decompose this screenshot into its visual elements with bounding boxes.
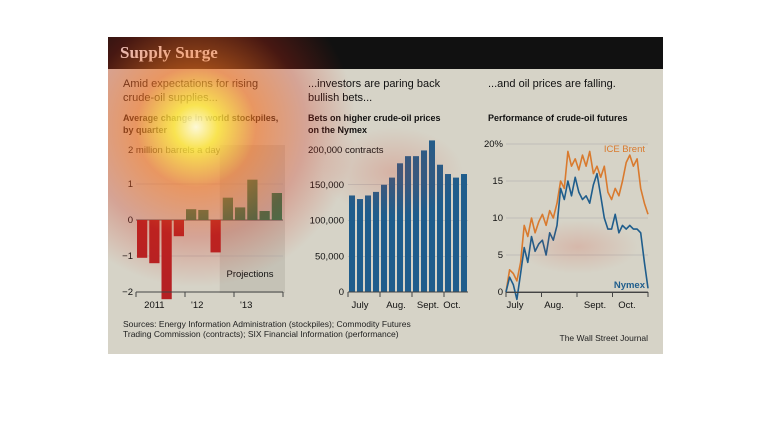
contracts-bar-7 — [397, 163, 403, 292]
footer: Sources: Energy Information Administrati… — [123, 319, 648, 343]
charts-canvas: Amid expectations for rising crude-oil su… — [122, 78, 649, 343]
y-tick-label: 0 — [498, 287, 503, 298]
panel-headline-2: bullish bets... — [308, 92, 372, 104]
x-tick-label-2: '12 — [191, 300, 203, 311]
stockpile-bar-7 — [210, 220, 221, 253]
contracts-bar-11 — [429, 140, 435, 292]
sources-line-2: Trading Commission (contracts); SIX Fina… — [123, 329, 399, 339]
y-tick-label: 50,000 — [315, 251, 344, 262]
contracts-bar-15 — [461, 174, 467, 292]
contracts-bar-4 — [373, 191, 379, 292]
x-tick-label-4: Oct. — [443, 300, 460, 311]
stockpile-bar-4 — [173, 220, 184, 237]
y-tick-label: 150,000 — [310, 180, 344, 191]
x-tick-label-3: Sept. — [584, 300, 606, 311]
y-tick-label: 20% — [484, 139, 504, 150]
stockpile-bar-12 — [271, 193, 282, 220]
panel-headline-1: Amid expectations for rising — [123, 78, 258, 90]
contracts-bar-14 — [453, 177, 459, 292]
panel-headline-1: ...and oil prices are falling. — [488, 78, 616, 90]
stockpile-bar-10 — [247, 179, 258, 220]
supply-surge-graphic: Supply Surge Amid expectations for risin… — [108, 37, 663, 354]
contracts-bar-13 — [445, 174, 451, 292]
stockpile-bar-6 — [198, 209, 209, 220]
stockpile-bar-3 — [161, 220, 172, 300]
contracts-bar-5 — [381, 184, 387, 292]
contracts-title-1: Bets on higher crude-oil prices — [308, 113, 441, 123]
y-tick-label: 5 — [498, 250, 503, 261]
legend-nymex: Nymex — [614, 280, 646, 291]
x-tick-label-2: Aug. — [386, 300, 406, 311]
stockpile-bar-5 — [186, 209, 197, 220]
x-tick-label-3: Sept. — [417, 300, 439, 311]
y-tick-label: −2 — [122, 287, 133, 298]
y-tick-label: 0 — [339, 287, 344, 298]
x-tick-label-2: Aug. — [544, 300, 564, 311]
contracts-bar-8 — [405, 156, 411, 292]
performance-title: Performance of crude-oil futures — [488, 113, 628, 123]
x-tick-label-1: 2011 — [144, 300, 164, 311]
stockpile-bar-11 — [259, 211, 270, 220]
stockpile-bar-9 — [235, 207, 246, 220]
stockpile-bar-8 — [222, 197, 233, 220]
contracts-bar-6 — [389, 177, 395, 292]
y-tick-label: 1 — [128, 179, 133, 190]
contracts-bar-3 — [365, 195, 371, 292]
stockpile-bar-2 — [149, 220, 160, 264]
x-tick-label-1: July — [507, 300, 524, 311]
contracts-bar-12 — [437, 164, 443, 292]
x-tick-label-1: July — [352, 300, 369, 311]
contracts-bar-1 — [349, 195, 355, 292]
contracts-bar-2 — [357, 199, 363, 292]
panel-headline-2: crude-oil supplies... — [123, 92, 218, 104]
x-tick-label-3: '13 — [240, 300, 252, 311]
contracts-unit-label: 200,000 contracts — [308, 145, 384, 156]
sources-line-1: Sources: Energy Information Administrati… — [123, 319, 411, 329]
y-tick-label: 10 — [492, 213, 503, 224]
contracts-title-2: on the Nymex — [308, 125, 367, 135]
panel-headline-1: ...investors are paring back — [308, 78, 441, 90]
panel-stockpiles: Amid expectations for rising crude-oil su… — [122, 78, 285, 311]
y-tick-label: 15 — [492, 176, 503, 187]
stockpile-title-2: by quarter — [123, 125, 168, 135]
panel-contracts: ...investors are paring back bullish bets… — [308, 78, 468, 311]
contracts-bar-10 — [421, 150, 427, 292]
contracts-bar-9 — [413, 156, 419, 292]
y-tick-label: −1 — [122, 251, 133, 262]
stockpile-unit-label: 2 million barrels a day — [128, 145, 221, 156]
credit-line: The Wall Street Journal — [560, 333, 649, 343]
stockpile-bar-1 — [137, 220, 148, 258]
y-tick-label: 0 — [128, 215, 133, 226]
x-tick-label-4: Oct. — [618, 300, 635, 311]
y-tick-label: 100,000 — [310, 216, 344, 227]
stockpile-title-1: Average change in world stockpiles, — [123, 113, 278, 123]
panel-performance: ...and oil prices are falling. Performanc… — [484, 78, 649, 311]
legend-ice-brent: ICE Brent — [604, 144, 646, 155]
series-line-ice-brent — [505, 150, 649, 293]
projections-label: Projections — [227, 269, 274, 280]
